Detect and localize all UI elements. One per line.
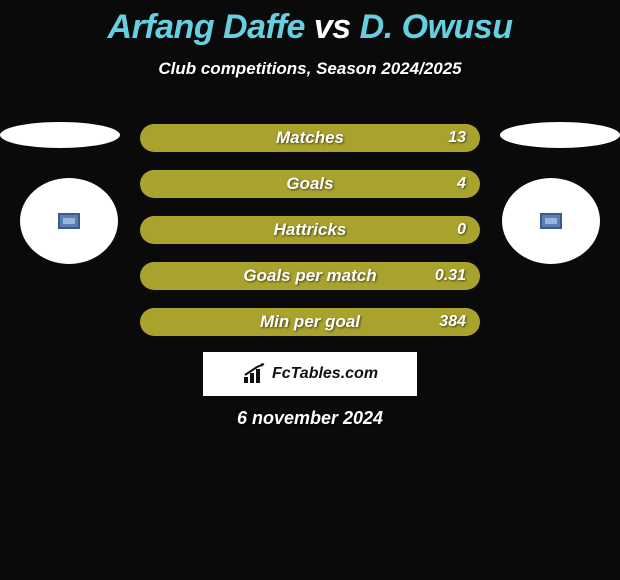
player2-photo [500,122,620,148]
comparison-widget: Arfang Daffe vs D. Owusu Club competitio… [0,0,620,580]
brand-chart-icon [242,363,268,385]
player1-club-badge [20,178,118,264]
stat-row: Min per goal 384 [140,308,480,336]
image-placeholder-icon [540,213,562,229]
stat-value: 13 [448,129,466,147]
brand-badge: FcTables.com [203,352,417,396]
stat-label: Hattricks [140,220,480,240]
subtitle: Club competitions, Season 2024/2025 [0,59,620,79]
page-title: Arfang Daffe vs D. Owusu [0,0,620,47]
player1-name: Arfang Daffe [108,8,305,46]
player2-name: D. Owusu [360,8,513,46]
image-placeholder-icon [58,213,80,229]
stat-value: 0.31 [435,267,466,285]
stat-label: Min per goal [140,312,480,332]
stats-list: Matches 13 Goals 4 Hattricks 0 Goals per… [140,124,480,336]
date-text: 6 november 2024 [0,408,620,429]
stat-label: Goals per match [140,266,480,286]
stat-label: Matches [140,128,480,148]
stat-value: 0 [457,221,466,239]
brand-text: FcTables.com [272,365,378,383]
stat-value: 384 [439,313,466,331]
player1-photo [0,122,120,148]
stat-row: Goals 4 [140,170,480,198]
player2-club-badge [502,178,600,264]
stat-row: Matches 13 [140,124,480,152]
stat-value: 4 [457,175,466,193]
stat-row: Hattricks 0 [140,216,480,244]
stat-label: Goals [140,174,480,194]
stat-row: Goals per match 0.31 [140,262,480,290]
vs-text: vs [314,8,351,46]
